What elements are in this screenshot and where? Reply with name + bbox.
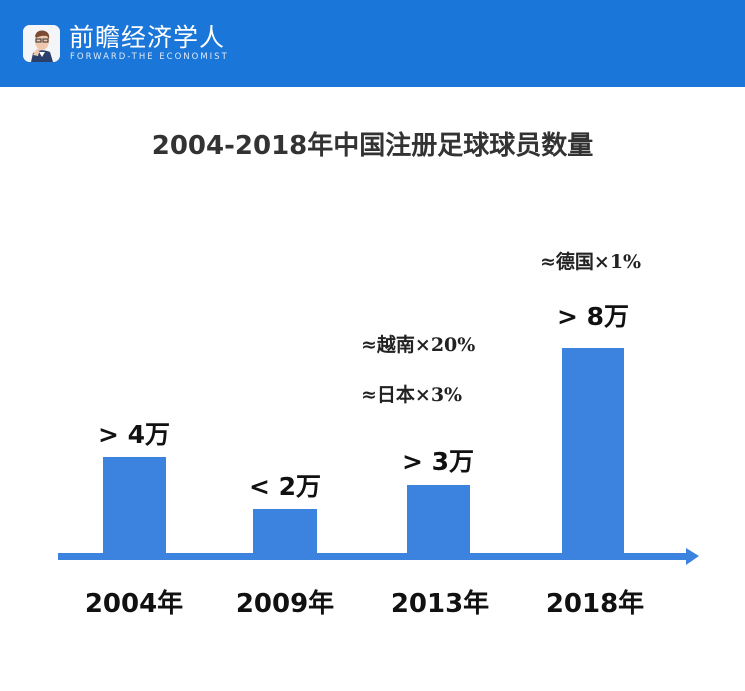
bar-2018 xyxy=(562,348,624,556)
header-banner: 前瞻经济学人 FORWARD-THE ECONOMIST xyxy=(0,0,745,87)
brand-name-en: FORWARD-THE ECONOMIST xyxy=(70,52,229,62)
category-label-2009: 2009年 xyxy=(235,589,335,619)
category-label-2013: 2013年 xyxy=(390,589,490,619)
annotation-japan: ≈日本×3% xyxy=(361,384,463,406)
value-label-2018: > 8万 xyxy=(556,302,630,331)
annotation-vietnam: ≈越南×20% xyxy=(361,334,476,356)
value-label-2009: < 2万 xyxy=(248,472,322,501)
x-axis-line xyxy=(58,553,690,560)
brand-name-cn: 前瞻经济学人 xyxy=(69,23,226,52)
economist-avatar-icon xyxy=(23,25,60,62)
value-label-2004: > 4万 xyxy=(97,420,171,449)
annotation-germany: ≈德国×1% xyxy=(540,251,642,273)
category-label-2004: 2004年 xyxy=(84,589,184,619)
value-label-2013: > 3万 xyxy=(401,447,475,476)
bar-2004 xyxy=(103,457,166,556)
chart-title: 2004-2018年中国注册足球球员数量 xyxy=(151,131,594,161)
bar-2013 xyxy=(407,485,470,556)
axis-arrow-icon xyxy=(686,548,699,565)
category-label-2018: 2018年 xyxy=(545,589,645,619)
bar-2009 xyxy=(253,509,317,556)
